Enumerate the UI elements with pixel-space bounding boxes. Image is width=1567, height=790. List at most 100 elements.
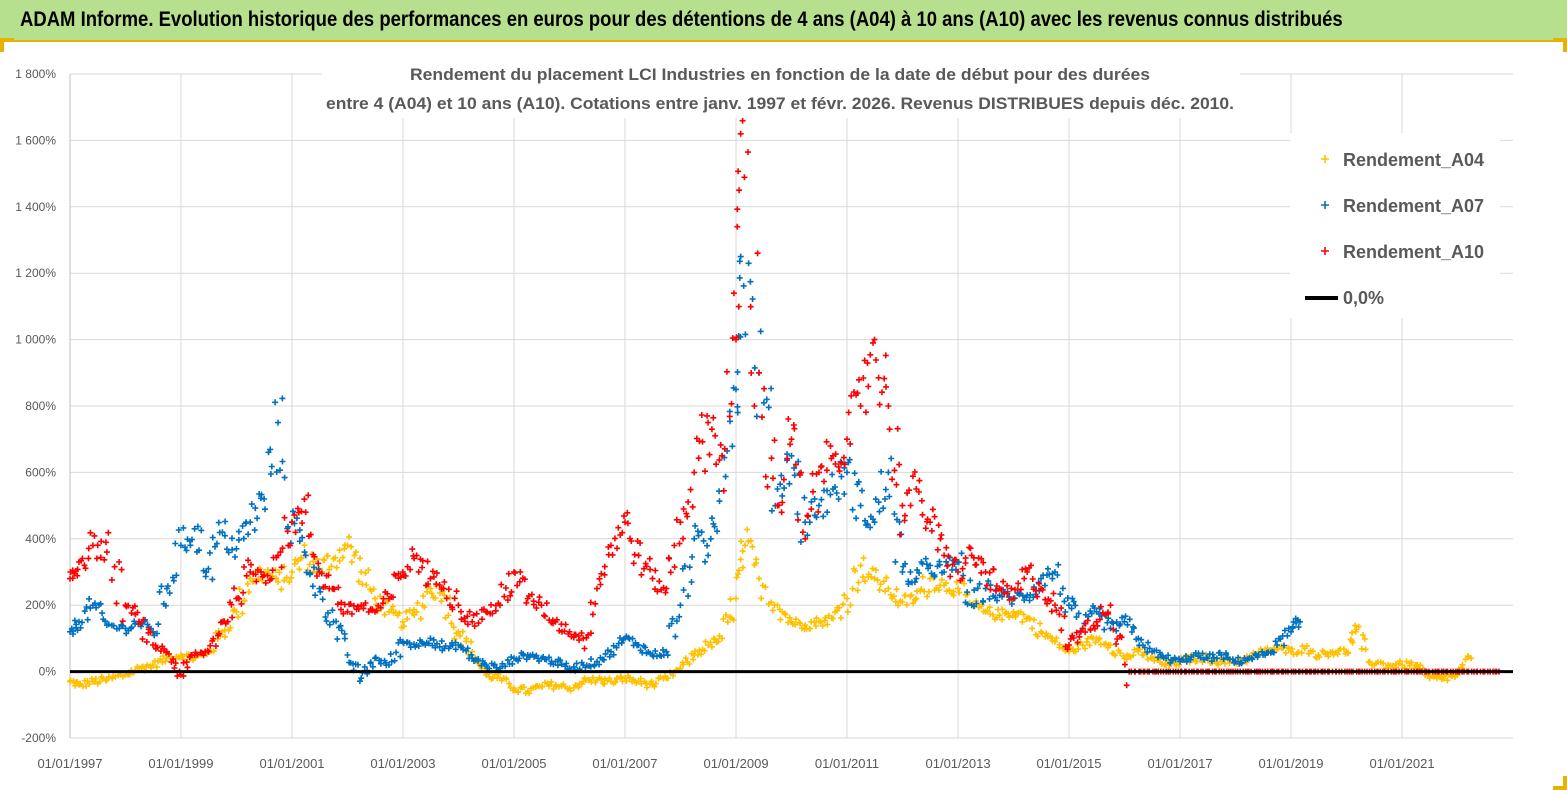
data-point <box>275 579 281 585</box>
data-point <box>1079 625 1086 632</box>
data-point <box>464 621 471 628</box>
data-point <box>232 554 238 560</box>
data-point <box>246 589 252 595</box>
data-point <box>103 549 110 556</box>
data-point <box>172 540 179 547</box>
data-point <box>223 546 230 553</box>
data-point <box>736 274 743 281</box>
data-point <box>953 579 960 585</box>
data-point <box>1366 658 1373 665</box>
data-point <box>753 556 760 563</box>
data-point <box>588 630 594 637</box>
data-point <box>573 660 580 667</box>
data-point <box>857 403 864 409</box>
data-point <box>355 661 361 668</box>
data-point <box>425 640 432 647</box>
data-point <box>1113 641 1120 647</box>
data-point <box>1329 648 1336 655</box>
data-point <box>1123 682 1130 689</box>
data-point <box>105 621 112 628</box>
data-point <box>548 678 555 685</box>
title-banner: ADAM Informe. Evolution historique des p… <box>0 0 1567 42</box>
data-point <box>910 473 916 480</box>
y-tick-label: 1 800% <box>15 67 56 81</box>
data-point <box>739 548 746 555</box>
data-point <box>235 528 242 535</box>
data-point <box>742 331 749 338</box>
data-point <box>959 575 966 582</box>
data-point <box>857 562 864 569</box>
data-point <box>740 282 747 289</box>
data-point <box>1117 621 1124 628</box>
data-point <box>1285 644 1291 651</box>
data-point <box>1468 655 1475 662</box>
data-point <box>751 403 758 409</box>
data-point <box>604 647 611 654</box>
data-point <box>415 568 422 575</box>
data-point <box>321 557 328 564</box>
data-point <box>821 478 827 485</box>
data-point <box>618 639 625 646</box>
data-point <box>298 554 305 561</box>
data-point <box>684 513 691 520</box>
data-point <box>824 487 830 494</box>
data-point <box>1130 625 1137 632</box>
data-point <box>322 614 329 620</box>
data-point <box>514 582 521 589</box>
data-point <box>253 578 260 585</box>
data-point <box>471 623 478 630</box>
data-point <box>622 519 628 526</box>
data-point <box>1325 653 1332 660</box>
data-point <box>1067 636 1074 642</box>
data-point <box>433 581 440 588</box>
data-point <box>248 501 255 508</box>
data-point <box>863 409 869 416</box>
data-point <box>1039 586 1046 593</box>
data-point <box>989 611 996 618</box>
data-point <box>1075 610 1082 617</box>
x-tick-label: 01/01/2005 <box>481 756 546 771</box>
data-point <box>859 487 865 494</box>
data-point <box>1107 602 1114 609</box>
data-point <box>689 503 696 510</box>
data-point <box>654 588 661 595</box>
data-point <box>119 618 126 625</box>
data-point <box>993 587 1000 594</box>
data-point <box>390 594 396 601</box>
data-point <box>395 639 402 646</box>
data-point <box>506 680 513 687</box>
data-point <box>443 595 450 602</box>
data-point <box>762 473 769 480</box>
data-point <box>709 515 715 522</box>
data-point <box>1282 649 1289 656</box>
data-point <box>521 684 527 690</box>
data-point <box>768 455 775 462</box>
data-point <box>1021 575 1028 582</box>
data-point <box>207 642 214 649</box>
data-point <box>86 681 93 688</box>
data-point <box>854 390 861 397</box>
data-point <box>929 506 936 513</box>
data-point <box>845 409 852 416</box>
data-point <box>325 609 331 616</box>
data-point <box>609 551 616 558</box>
data-point <box>879 389 885 396</box>
data-point <box>815 508 822 515</box>
data-point <box>314 573 320 579</box>
data-point <box>1389 662 1396 669</box>
x-tick-label: 01/01/2009 <box>703 756 768 771</box>
data-point <box>952 556 959 563</box>
data-point <box>110 622 117 629</box>
data-point <box>656 578 663 585</box>
data-point <box>996 612 1003 619</box>
data-point <box>289 569 295 575</box>
x-axis-ticks: 01/01/1997 01/01/1999 01/01/2001 01/01/2003… <box>37 756 1434 771</box>
data-point <box>229 614 236 621</box>
data-point <box>155 621 162 628</box>
data-point <box>768 385 775 392</box>
data-point <box>227 624 234 631</box>
data-point <box>74 566 81 573</box>
data-point <box>101 556 108 563</box>
data-point <box>652 567 659 574</box>
data-point <box>1344 650 1351 657</box>
